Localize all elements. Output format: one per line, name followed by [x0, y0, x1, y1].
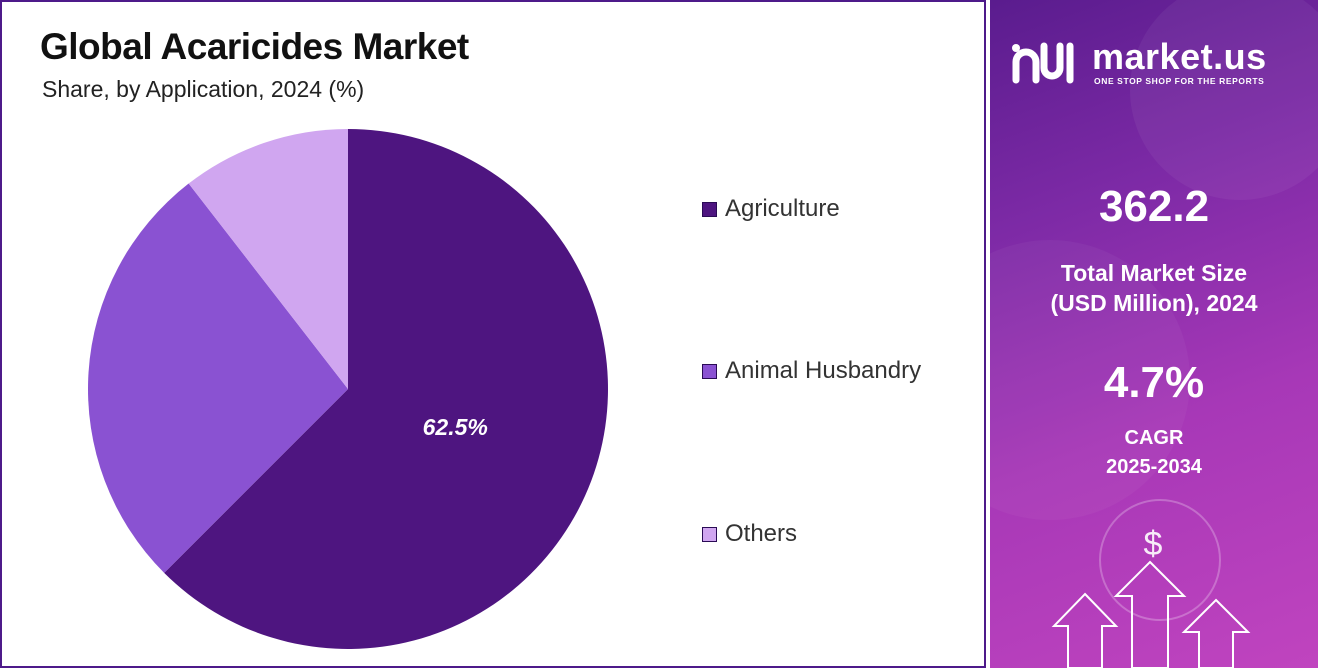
pie-slice-animal-husbandry — [87, 183, 349, 573]
brand-name: market.us — [1092, 36, 1267, 77]
legend-swatch — [702, 201, 717, 217]
dollar-growth-arrows-icon: $ — [990, 0, 1318, 668]
pie-chart: 62.5% — [87, 129, 609, 649]
cagr-value: 4.7% — [1103, 358, 1205, 407]
legend-label: Animal Husbandry — [725, 357, 922, 384]
brand-logo[interactable]: market.us ONE STOP SHOP FOR THE REPORTS — [1012, 36, 1302, 92]
chart-panel: Global Acaricides Market Share, by Appli… — [0, 0, 986, 668]
chart-subtitle: Share, by Application, 2024 (%) — [42, 76, 365, 102]
market-us-logo-icon — [1012, 42, 1074, 84]
pie-slice-agriculture — [164, 129, 609, 649]
brand-tagline: ONE STOP SHOP FOR THE REPORTS — [1094, 76, 1265, 86]
data-label-agriculture: 62.5% — [423, 414, 488, 440]
market-size-label-line1: Total Market Size — [1060, 260, 1248, 286]
market-size-value: 362.2 — [1098, 182, 1210, 231]
legend-swatch — [702, 526, 717, 542]
pie-slice-others — [188, 129, 348, 389]
chart-title: Global Acaricides Market — [40, 26, 469, 67]
legend-item-others: Others — [702, 520, 797, 548]
svg-text:$: $ — [1144, 525, 1163, 563]
legend-label: Others — [725, 520, 798, 547]
legend-swatch — [702, 363, 717, 379]
legend-item-agriculture: Agriculture — [702, 195, 840, 223]
legend-label: Agriculture — [725, 195, 840, 222]
legend-item-animal-husbandry: Animal Husbandry — [702, 357, 921, 385]
market-size-label-line2: (USD Million), 2024 — [1050, 290, 1258, 316]
cagr-label: CAGR — [1124, 427, 1184, 449]
market-summary-panel: $ market.us ONE STOP SHOP FOR THE REPORT… — [990, 0, 1318, 668]
cagr-period: 2025-2034 — [1106, 456, 1202, 478]
